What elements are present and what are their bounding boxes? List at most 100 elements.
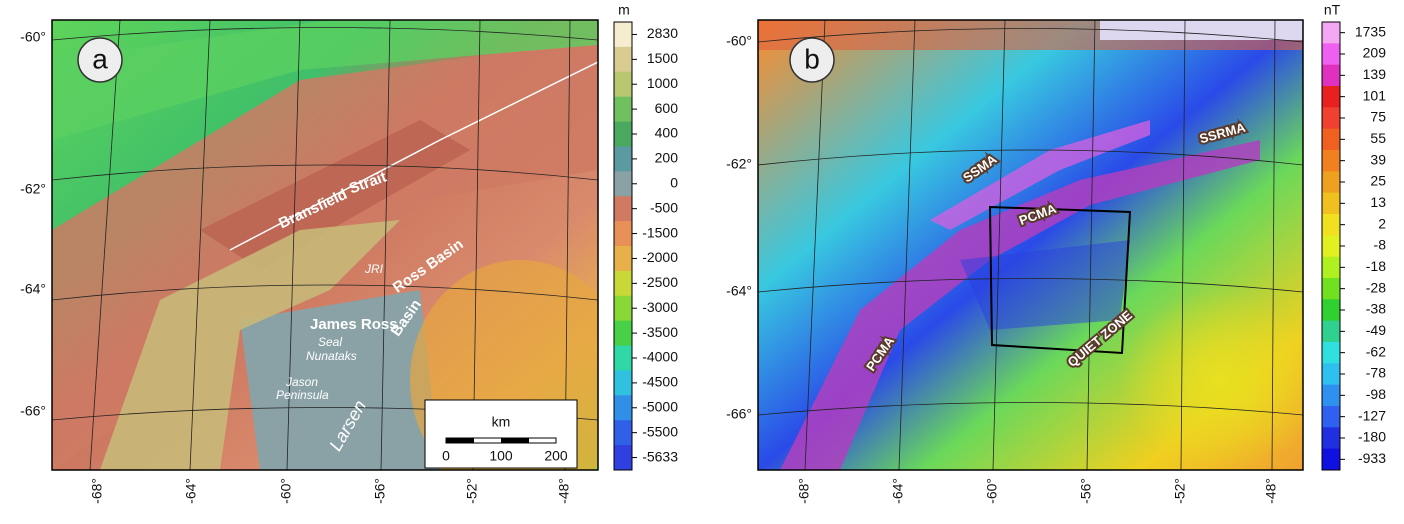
lon-label: -48° [556,478,572,504]
colorbar-label: -38 [1366,301,1386,317]
place-name: Jason [285,375,318,389]
colorbar-label: 2830 [647,25,678,41]
colorbar-swatch [614,296,632,321]
colorbar-swatch [614,346,632,371]
scale-unit: km [492,414,511,430]
colorbar-swatch [614,271,632,296]
colorbar-label: -8 [1374,237,1387,253]
map-b [758,20,1320,470]
colorbar-label: 55 [1370,130,1386,146]
colorbar-unit: nT [1324,2,1341,18]
lat-label: -62° [726,156,752,172]
colorbar-label: 1500 [647,50,678,66]
colorbar-label: 1000 [647,75,678,91]
lat-label: -62° [20,181,46,197]
colorbar-label: 2 [1378,215,1386,231]
colorbar-label: 13 [1370,194,1386,210]
colorbar-label: -28 [1366,279,1386,295]
lon-label: -56° [1078,478,1094,504]
colorbar-label: -500 [650,199,678,215]
colorbar-swatch [1322,235,1340,257]
colorbar-label: -180 [1358,429,1386,445]
panel-label: b [804,43,820,74]
colorbar-label: 39 [1370,151,1386,167]
place-name: Seal [318,335,342,349]
colorbar-swatch [1322,342,1340,364]
colorbar-swatch [1322,321,1340,343]
place-name: James Ross [310,316,398,333]
colorbar-swatch [614,196,632,221]
lon-label: -64° [183,478,199,504]
colorbar-label: -3500 [642,324,678,340]
place-name: Nunataks [306,349,357,363]
colorbar-label: -4500 [642,374,678,390]
colorbar-swatch [1322,257,1340,279]
colorbar-swatch [1322,150,1340,172]
colorbar-label: 600 [655,100,679,116]
panel-label: a [92,43,108,74]
colorbar-swatch [1322,65,1340,87]
colorbar-swatch [614,395,632,420]
scale-label: 0 [442,448,450,464]
lat-label: -60° [726,33,752,49]
colorbar-label: -5633 [642,448,678,464]
colorbar-swatch [1322,43,1340,65]
colorbar-label: -5500 [642,423,678,439]
lon-label: -64° [890,478,906,504]
colorbar-label: 139 [1363,66,1387,82]
lon-label: -68° [89,478,105,504]
colorbar-label: -49 [1366,322,1386,338]
colorbar-label: -4000 [642,349,678,365]
colorbar-swatch [1322,22,1340,44]
colorbar-swatch [1322,427,1340,449]
place-name: JRI [364,262,384,276]
colorbar-label: -933 [1358,450,1386,466]
colorbar-label: 400 [655,125,679,141]
lat-label: -66° [726,406,752,422]
colorbar-swatch [1322,278,1340,300]
colorbar-swatch [614,122,632,147]
colorbar-label: -127 [1358,407,1386,423]
colorbar-swatch [614,370,632,395]
colorbar-swatch [1322,171,1340,193]
colorbar-label: 25 [1370,173,1386,189]
colorbar-swatch [614,420,632,445]
colorbar-label: -5000 [642,398,678,414]
lon-label: -48° [1263,478,1279,504]
figure: a Bransfield Strait JRI Ross Basin James… [0,0,1404,519]
lon-label: -60° [984,478,1000,504]
colorbar-swatch [1322,107,1340,129]
colorbar-label: -1500 [642,224,678,240]
place-name: Peninsula [276,388,329,402]
colorbar-swatch [614,246,632,271]
colorbar-swatch [614,22,632,47]
scale-label: 200 [544,448,568,464]
lat-label: -64° [726,283,752,299]
colorbar-swatch [1322,385,1340,407]
colorbar-swatch [1322,129,1340,151]
lat-label: -64° [20,281,46,297]
colorbar-swatch [614,47,632,72]
lat-label: -66° [20,403,46,419]
colorbar-swatch [1322,299,1340,321]
colorbar-label: -18 [1366,258,1386,274]
scale-label: 100 [489,448,513,464]
colorbar-swatch [1322,86,1340,108]
colorbar-swatch [614,321,632,346]
colorbar-label: 101 [1363,87,1387,103]
lon-label: -52° [1172,478,1188,504]
colorbar-swatch [614,72,632,97]
colorbar-swatch [614,445,632,470]
colorbar-unit: m [618,2,630,18]
colorbar-label: 200 [655,150,679,166]
colorbar-label: -3000 [642,299,678,315]
lon-label: -56° [372,478,388,504]
colorbar-swatch [614,221,632,246]
colorbar-label: 209 [1363,45,1387,61]
lon-label: -68° [796,478,812,504]
colorbar-label: -2500 [642,274,678,290]
colorbar-swatch [1322,406,1340,428]
colorbar-label: -98 [1366,386,1386,402]
colorbar-swatch [614,97,632,122]
colorbar-swatch [1322,449,1340,471]
